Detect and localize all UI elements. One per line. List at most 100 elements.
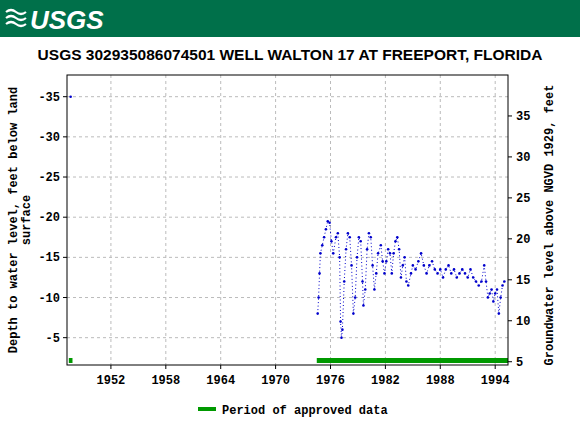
logo-wave: [6, 22, 26, 26]
data-point: [503, 280, 506, 283]
axes: 19521958196419701976198219881994-35-30-2…: [38, 91, 530, 388]
data-point: [466, 276, 469, 279]
y-grid-line: [67, 297, 508, 298]
data-point: [428, 264, 431, 267]
x-tick-label: 1952: [97, 374, 126, 388]
y2-tick-label: 35: [516, 110, 530, 124]
data-point: [431, 260, 434, 263]
approved-period: [69, 358, 73, 363]
data-point: [483, 264, 486, 267]
data-point: [385, 260, 388, 263]
data-point: [341, 328, 344, 331]
y-tick-label: -35: [38, 91, 60, 105]
title: USGS 302935086074501 WELL WALTON 17 AT F…: [38, 46, 543, 63]
data-point: [335, 236, 338, 239]
data-point: [387, 248, 390, 251]
x-grid-line: [110, 75, 111, 365]
data-point: [69, 95, 72, 98]
x-tick: [385, 365, 386, 369]
data-point: [400, 276, 403, 279]
y2-tick-label: 30: [516, 151, 530, 165]
data-point: [480, 280, 483, 283]
y2-tick-label: 5: [516, 356, 523, 370]
grid: [67, 75, 508, 365]
x-grid-line: [440, 75, 441, 365]
x-tick-label: 1982: [371, 374, 400, 388]
data-point: [444, 268, 447, 271]
data-point: [401, 264, 404, 267]
data-point: [392, 252, 395, 255]
data-point: [340, 336, 343, 339]
data-point: [366, 248, 369, 251]
data-point: [461, 268, 464, 271]
data-point: [442, 276, 445, 279]
y2-tick-label: 25: [516, 192, 530, 206]
legend-label: Period of approved data: [222, 404, 388, 418]
data-point: [464, 272, 467, 275]
data-point: [323, 236, 326, 239]
data-point: [391, 272, 394, 275]
data-point: [325, 228, 328, 231]
x-tick: [275, 365, 276, 369]
logo-waves: [6, 10, 26, 26]
x-grid-line: [220, 75, 221, 365]
x-tick: [495, 365, 496, 369]
y-tick: [63, 136, 67, 137]
logo-wave: [6, 10, 26, 14]
data-point: [469, 268, 472, 271]
y2-tick-label: 10: [516, 315, 530, 329]
y-tick: [63, 297, 67, 298]
data-point: [330, 240, 333, 243]
data-point: [458, 272, 461, 275]
data-point: [396, 236, 399, 239]
data-point: [361, 280, 364, 283]
data-point: [347, 232, 350, 235]
data-point: [477, 284, 480, 287]
y2-tick: [508, 279, 512, 280]
data-point: [338, 256, 341, 259]
data-point: [359, 240, 362, 243]
data-point: [337, 232, 340, 235]
data-point: [375, 272, 378, 275]
y2-axis-label: Groundwater level above NGVD 1929, feet: [543, 85, 557, 366]
data-point: [339, 320, 342, 323]
data-point: [371, 264, 374, 267]
x-grid-line: [495, 75, 496, 365]
x-grid-line: [165, 75, 166, 365]
data-point: [453, 268, 456, 271]
data-point: [383, 272, 386, 275]
data-point: [316, 312, 319, 315]
x-tick-label: 1958: [151, 374, 180, 388]
data-point: [485, 280, 488, 283]
plot-frame: [67, 75, 508, 365]
data-point: [328, 222, 331, 225]
data-point: [410, 272, 413, 275]
data-point: [436, 272, 439, 275]
y-tick: [63, 337, 67, 338]
x-tick: [110, 365, 111, 369]
data-point: [417, 260, 420, 263]
x-tick: [165, 365, 166, 369]
data-point: [368, 232, 371, 235]
data-point: [345, 248, 348, 251]
data-point: [318, 272, 321, 275]
x-tick-label: 1964: [206, 374, 235, 388]
data-point: [494, 292, 497, 295]
data-point: [501, 284, 504, 287]
data-point: [377, 252, 380, 255]
y-tick: [63, 177, 67, 178]
x-tick-label: 1988: [426, 374, 455, 388]
x-grid-line: [385, 75, 386, 365]
y-tick-label: -10: [38, 292, 60, 306]
x-tick: [220, 365, 221, 369]
y-tick: [63, 96, 67, 97]
data-point: [498, 312, 501, 315]
data-point: [492, 300, 495, 303]
data-point: [475, 280, 478, 283]
y-tick: [63, 257, 67, 258]
y2-tick: [508, 361, 512, 362]
data-point: [381, 260, 384, 263]
data-point: [352, 312, 355, 315]
x-tick: [440, 365, 441, 369]
chart: USGSUSGS 302935086074501 WELL WALTON 17 …: [0, 0, 580, 430]
